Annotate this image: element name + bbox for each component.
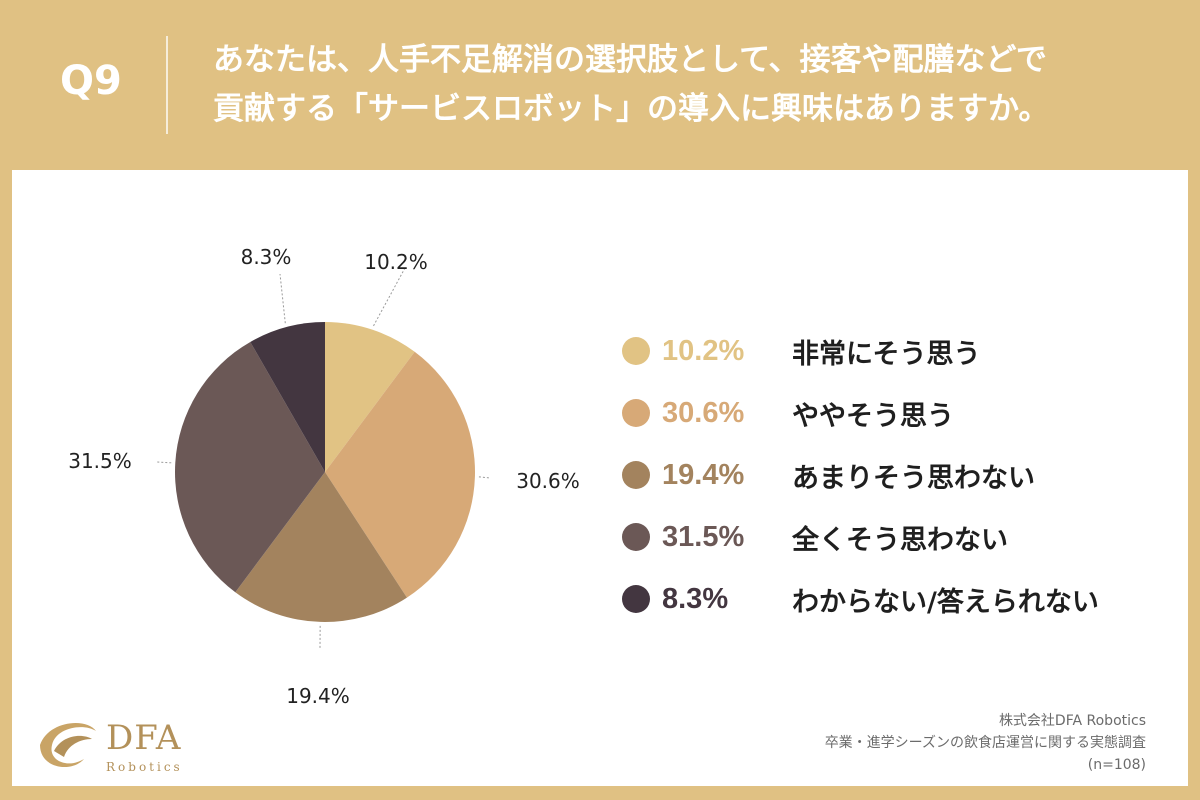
legend-swatch — [622, 461, 650, 489]
chart-legend: 10.2% 非常にそう思う 30.6% ややそう思う 19.4% あまりそう思わ… — [622, 320, 1182, 630]
leader-line — [279, 273, 286, 324]
pie-slice — [235, 472, 407, 622]
slice-value-label: 8.3% — [241, 245, 292, 269]
question-header: Q9 あなたは、人手不足解消の選択肢として、接客や配膳などで 貢献する「サービス… — [0, 0, 1200, 170]
legend-item: 31.5% 全くそう思わない — [622, 506, 1182, 568]
pie-slice — [325, 322, 415, 472]
legend-percent: 8.3% — [662, 582, 729, 615]
header-divider — [166, 36, 168, 134]
question-line-2: 貢献する「サービスロボット」の導入に興味はありますか。 — [213, 91, 1050, 127]
slice-value-label: 10.2% — [364, 250, 428, 274]
legend-swatch — [622, 585, 650, 613]
slice-value-label: 30.6% — [516, 469, 580, 493]
pie-slice — [174, 341, 325, 593]
question-number: Q9 — [60, 58, 122, 104]
source-note: 株式会社DFA Robotics 卒業・進学シーズンの飲食店運営に関する実態調査… — [825, 710, 1146, 776]
source-sample: (n=108) — [1087, 757, 1146, 773]
legend-item: 19.4% あまりそう思わない — [622, 444, 1182, 506]
pie-slice — [250, 322, 325, 472]
legend-item: 30.6% ややそう思う — [622, 382, 1182, 444]
legend-percent: 19.4% — [662, 458, 745, 491]
pie-slice — [325, 351, 476, 598]
legend-percent: 10.2% — [662, 334, 745, 367]
leader-line — [373, 267, 406, 327]
logo-swirl-icon — [40, 722, 96, 768]
company-logo: DFA Robotics — [34, 710, 204, 780]
question-text: あなたは、人手不足解消の選択肢として、接客や配膳などで 貢献する「サービスロボッ… — [213, 36, 1173, 134]
slice-value-label: 19.4% — [286, 684, 350, 708]
pie-chart: 10.2% 30.6% 19.4% 31.5% 8.3% — [68, 245, 580, 708]
legend-swatch — [622, 523, 650, 551]
legend-percent: 31.5% — [662, 520, 745, 553]
legend-label: あまりそう思わない — [792, 462, 1035, 494]
legend-item: 10.2% 非常にそう思う — [622, 320, 1182, 382]
legend-swatch — [622, 337, 650, 365]
leader-line — [156, 461, 172, 464]
legend-label: ややそう思う — [792, 400, 954, 432]
chart-panel: 10.2% 30.6% 19.4% 31.5% 8.3% 10.2% 非常にそう思う 3… — [12, 170, 1188, 786]
slice-value-label: 31.5% — [68, 449, 132, 473]
legend-swatch — [622, 399, 650, 427]
question-line-1: あなたは、人手不足解消の選択肢として、接客や配膳などで — [213, 42, 1047, 78]
legend-label: 全くそう思わない — [792, 524, 1008, 556]
legend-item: 8.3% わからない/答えられない — [622, 568, 1182, 630]
legend-percent: 30.6% — [662, 396, 745, 429]
source-company: 株式会社DFA Robotics — [998, 713, 1146, 729]
logo-name: DFA — [106, 718, 182, 758]
logo-sub: Robotics — [106, 760, 183, 774]
leader-line — [478, 476, 491, 479]
legend-label: 非常にそう思う — [792, 338, 981, 370]
source-survey: 卒業・進学シーズンの飲食店運営に関する実態調査 — [824, 735, 1146, 751]
legend-label: わからない/答えられない — [792, 586, 1099, 618]
